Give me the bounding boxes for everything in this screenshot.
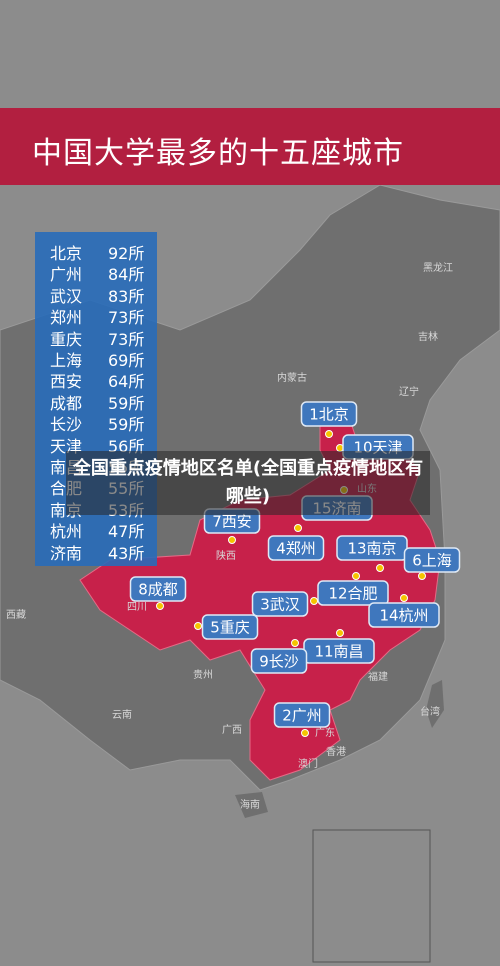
city-label-bg xyxy=(267,535,325,561)
region-label: 吉林 xyxy=(418,330,438,343)
city-label: 9长沙 xyxy=(259,653,299,671)
university-count: 84所 xyxy=(108,265,145,285)
taiwan xyxy=(426,680,444,728)
region-label: 台湾 xyxy=(420,705,440,718)
overlay-caption: 全国重点疫情地区名单(全国重点疫情地区有哪些) xyxy=(66,451,430,515)
city-label-bg xyxy=(129,576,187,602)
city-name: 重庆 xyxy=(50,329,83,349)
city-label: 7西安 xyxy=(212,513,252,531)
city-name: 广州 xyxy=(50,265,83,285)
university-count: 59所 xyxy=(108,415,145,435)
city-label: 4郑州 xyxy=(276,540,316,558)
city-label: 14杭州 xyxy=(379,607,428,625)
region-label: 黑龙江 xyxy=(423,261,453,274)
city-label: 11南昌 xyxy=(314,643,363,661)
region-label: 广西 xyxy=(222,724,242,736)
city-label: 5重庆 xyxy=(210,619,250,637)
city-name: 北京 xyxy=(50,244,83,263)
region-label: 辽宁 xyxy=(399,385,419,398)
city-dot xyxy=(418,572,426,580)
city-name: 天津 xyxy=(50,436,83,456)
university-count: 73所 xyxy=(108,329,145,349)
region-label: 云南 xyxy=(112,708,132,721)
city-dot xyxy=(301,729,309,737)
university-count: 73所 xyxy=(108,308,145,328)
inset-frame xyxy=(312,829,431,963)
city-dot xyxy=(228,536,236,544)
city-dot xyxy=(336,629,344,637)
city-label-bg xyxy=(317,580,389,606)
city-label: 13南京 xyxy=(347,540,396,558)
city-label: 12合肥 xyxy=(328,585,377,603)
hainan xyxy=(235,792,268,818)
university-count: 59所 xyxy=(108,393,145,413)
city-label-bg xyxy=(201,614,259,640)
city-name: 郑州 xyxy=(50,308,83,328)
university-count: 43所 xyxy=(108,543,145,563)
university-count: 47所 xyxy=(108,522,145,542)
region-label: 福建 xyxy=(368,670,388,683)
city-label-bg xyxy=(403,547,461,573)
city-label: 6上海 xyxy=(412,552,452,570)
region-label: 澳门 xyxy=(298,757,318,770)
city-dot xyxy=(291,639,299,647)
city-label: 2广州 xyxy=(282,707,322,725)
city-label: 1北京 xyxy=(309,406,349,424)
university-count: 83所 xyxy=(108,286,145,306)
region-label: 西藏 xyxy=(6,609,26,621)
city-name: 上海 xyxy=(50,351,83,370)
region-label: 内蒙古 xyxy=(277,371,307,384)
city-name: 武汉 xyxy=(50,286,83,306)
city-name: 成都 xyxy=(50,393,83,413)
city-name: 西安 xyxy=(50,372,83,392)
city-dot xyxy=(400,594,408,602)
city-dot xyxy=(352,572,360,580)
university-count: 64所 xyxy=(108,372,145,392)
city-name: 长沙 xyxy=(50,415,83,435)
city-label-bg xyxy=(273,702,331,728)
region-label: 陕西 xyxy=(216,549,236,562)
university-count: 92所 xyxy=(108,244,145,263)
title: 中国大学最多的十五座城市 xyxy=(32,136,404,171)
city-dot xyxy=(376,564,384,572)
region-label: 四川 xyxy=(127,602,147,613)
region-label: 贵州 xyxy=(193,668,213,681)
city-name: 杭州 xyxy=(50,522,83,542)
region-label: 香港 xyxy=(326,746,346,758)
city-label: 3武汉 xyxy=(260,596,300,614)
region-label: 海南 xyxy=(240,798,260,811)
university-count: 56所 xyxy=(108,436,145,456)
city-dot xyxy=(325,430,333,438)
city-dot xyxy=(194,622,202,630)
city-label-bg xyxy=(368,602,440,628)
banner xyxy=(0,108,500,185)
city-dot xyxy=(156,602,164,610)
city-name: 济南 xyxy=(50,543,83,563)
region-label: 广东 xyxy=(315,726,335,739)
city-label-bg xyxy=(300,401,358,427)
city-dot xyxy=(294,524,302,532)
university-count: 69所 xyxy=(108,351,145,370)
city-label: 8成都 xyxy=(138,581,178,599)
city-label-bg xyxy=(251,591,309,617)
city-dot xyxy=(310,597,318,605)
city-label-bg xyxy=(250,648,308,674)
